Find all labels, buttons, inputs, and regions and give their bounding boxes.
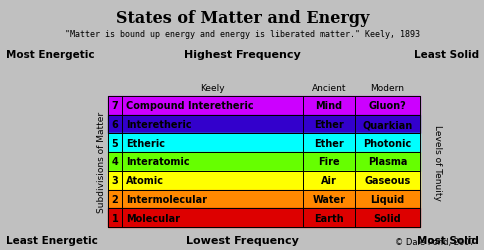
- Text: Air: Air: [320, 176, 336, 186]
- Bar: [108, 208, 419, 227]
- Text: 6: 6: [111, 120, 118, 130]
- Text: © Dale Pond, 2007: © Dale Pond, 2007: [394, 237, 474, 246]
- Text: Interatomic: Interatomic: [126, 157, 189, 167]
- Text: 1: 1: [111, 213, 118, 223]
- Text: Least Solid: Least Solid: [413, 50, 478, 60]
- Text: "Matter is bound up energy and energy is liberated matter." Keely, 1893: "Matter is bound up energy and energy is…: [65, 30, 419, 39]
- Text: 7: 7: [111, 101, 118, 111]
- Bar: [108, 115, 419, 134]
- Text: Ether: Ether: [314, 120, 343, 130]
- Text: Most Energetic: Most Energetic: [6, 50, 94, 60]
- Bar: [108, 171, 419, 190]
- Text: 2: 2: [111, 194, 118, 204]
- Text: Intermolecular: Intermolecular: [126, 194, 207, 204]
- Text: Atomic: Atomic: [126, 176, 164, 186]
- Text: Keely: Keely: [200, 84, 225, 93]
- Text: Mind: Mind: [315, 101, 342, 111]
- Text: Solid: Solid: [373, 213, 401, 223]
- Text: 5: 5: [111, 138, 118, 148]
- Bar: [108, 190, 419, 208]
- Text: Ancient: Ancient: [311, 84, 346, 93]
- Text: Fire: Fire: [318, 157, 339, 167]
- Text: Quarkian: Quarkian: [362, 120, 412, 130]
- Text: Etheric: Etheric: [126, 138, 165, 148]
- Text: Lowest Frequency: Lowest Frequency: [186, 235, 298, 245]
- Text: Plasma: Plasma: [367, 157, 407, 167]
- Text: States of Matter and Energy: States of Matter and Energy: [116, 10, 368, 27]
- Text: Water: Water: [312, 194, 345, 204]
- Text: Gluon?: Gluon?: [368, 101, 406, 111]
- Text: Levels of Tenuity: Levels of Tenuity: [433, 124, 441, 200]
- Text: Most Solid: Most Solid: [416, 235, 478, 245]
- Text: Least Energetic: Least Energetic: [6, 235, 98, 245]
- Text: Modern: Modern: [370, 84, 404, 93]
- Text: Subdivisions of Matter: Subdivisions of Matter: [97, 112, 106, 212]
- Text: Compound Interetheric: Compound Interetheric: [126, 101, 253, 111]
- Bar: [108, 152, 419, 171]
- Text: Earth: Earth: [314, 213, 343, 223]
- Bar: [108, 134, 419, 152]
- Text: Interetheric: Interetheric: [126, 120, 191, 130]
- Bar: [108, 96, 419, 115]
- Text: 3: 3: [111, 176, 118, 186]
- Text: Ether: Ether: [314, 138, 343, 148]
- Text: Gaseous: Gaseous: [363, 176, 410, 186]
- Text: Molecular: Molecular: [126, 213, 180, 223]
- Text: Photonic: Photonic: [363, 138, 411, 148]
- Text: Liquid: Liquid: [370, 194, 404, 204]
- Text: Highest Frequency: Highest Frequency: [184, 50, 300, 60]
- Text: 4: 4: [111, 157, 118, 167]
